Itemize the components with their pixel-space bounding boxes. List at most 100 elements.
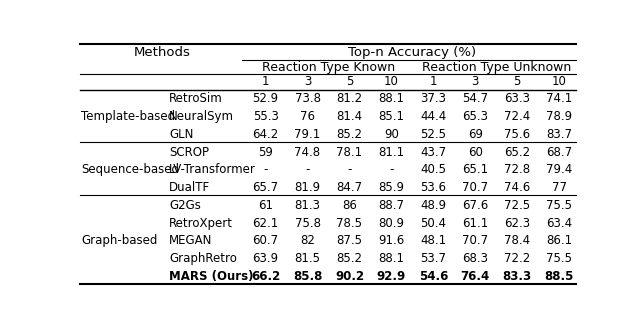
- Text: 75.5: 75.5: [546, 199, 572, 212]
- Text: 48.1: 48.1: [420, 234, 446, 247]
- Text: Top-n Accuracy (%): Top-n Accuracy (%): [348, 46, 476, 59]
- Text: 3: 3: [472, 75, 479, 88]
- Text: 85.2: 85.2: [337, 128, 362, 141]
- Text: Reaction Type Known: Reaction Type Known: [262, 61, 395, 74]
- Text: 69: 69: [468, 128, 483, 141]
- Text: 64.2: 64.2: [253, 128, 279, 141]
- Text: 72.5: 72.5: [504, 199, 530, 212]
- Text: 79.4: 79.4: [546, 163, 572, 176]
- Text: NeuralSym: NeuralSym: [169, 110, 234, 123]
- Text: 67.6: 67.6: [462, 199, 488, 212]
- Text: 81.1: 81.1: [378, 146, 404, 159]
- Text: 5: 5: [513, 75, 521, 88]
- Text: 61.1: 61.1: [462, 216, 488, 230]
- Text: 65.7: 65.7: [253, 181, 278, 194]
- Text: 79.1: 79.1: [294, 128, 321, 141]
- Text: 70.7: 70.7: [462, 234, 488, 247]
- Text: 86: 86: [342, 199, 357, 212]
- Text: 43.7: 43.7: [420, 146, 446, 159]
- Text: RetroXpert: RetroXpert: [169, 216, 234, 230]
- Text: 74.8: 74.8: [294, 146, 321, 159]
- Text: Graph-based: Graph-based: [81, 234, 157, 247]
- Text: 1: 1: [262, 75, 269, 88]
- Text: 70.7: 70.7: [462, 181, 488, 194]
- Text: 72.2: 72.2: [504, 252, 530, 265]
- Text: 72.8: 72.8: [504, 163, 530, 176]
- Text: 75.8: 75.8: [294, 216, 321, 230]
- Text: LV-Transformer: LV-Transformer: [169, 163, 256, 176]
- Text: 61: 61: [258, 199, 273, 212]
- Text: 83.7: 83.7: [546, 128, 572, 141]
- Text: 75.6: 75.6: [504, 128, 530, 141]
- Text: -: -: [305, 163, 310, 176]
- Text: 53.6: 53.6: [420, 181, 446, 194]
- Text: 62.3: 62.3: [504, 216, 530, 230]
- Text: 10: 10: [552, 75, 566, 88]
- Text: 92.9: 92.9: [377, 270, 406, 283]
- Text: 90: 90: [384, 128, 399, 141]
- Text: 65.3: 65.3: [462, 110, 488, 123]
- Text: 5: 5: [346, 75, 353, 88]
- Text: 68.7: 68.7: [546, 146, 572, 159]
- Text: 60.7: 60.7: [253, 234, 278, 247]
- Text: 81.9: 81.9: [294, 181, 321, 194]
- Text: 81.2: 81.2: [337, 92, 362, 105]
- Text: 68.3: 68.3: [462, 252, 488, 265]
- Text: 54.7: 54.7: [462, 92, 488, 105]
- Text: 88.1: 88.1: [378, 92, 404, 105]
- Text: GraphRetro: GraphRetro: [169, 252, 237, 265]
- Text: 60: 60: [468, 146, 483, 159]
- Text: 10: 10: [384, 75, 399, 88]
- Text: MEGAN: MEGAN: [169, 234, 212, 247]
- Text: 40.5: 40.5: [420, 163, 446, 176]
- Text: 1: 1: [429, 75, 437, 88]
- Text: 63.4: 63.4: [546, 216, 572, 230]
- Text: -: -: [348, 163, 351, 176]
- Text: 50.4: 50.4: [420, 216, 446, 230]
- Text: G2Gs: G2Gs: [169, 199, 201, 212]
- Text: SCROP: SCROP: [169, 146, 209, 159]
- Text: 75.5: 75.5: [546, 252, 572, 265]
- Text: 53.7: 53.7: [420, 252, 446, 265]
- Text: 52.9: 52.9: [253, 92, 278, 105]
- Text: 81.4: 81.4: [337, 110, 362, 123]
- Text: 78.9: 78.9: [546, 110, 572, 123]
- Text: 78.5: 78.5: [337, 216, 362, 230]
- Text: Methods: Methods: [133, 46, 190, 59]
- Text: 85.8: 85.8: [293, 270, 322, 283]
- Text: 80.9: 80.9: [378, 216, 404, 230]
- Text: 52.5: 52.5: [420, 128, 446, 141]
- Text: 65.1: 65.1: [462, 163, 488, 176]
- Text: 72.4: 72.4: [504, 110, 530, 123]
- Text: 37.3: 37.3: [420, 92, 446, 105]
- Text: 87.5: 87.5: [337, 234, 362, 247]
- Text: 88.7: 88.7: [378, 199, 404, 212]
- Text: 74.1: 74.1: [546, 92, 572, 105]
- Text: RetroSim: RetroSim: [169, 92, 223, 105]
- Text: 74.6: 74.6: [504, 181, 530, 194]
- Text: 81.5: 81.5: [294, 252, 321, 265]
- Text: 62.1: 62.1: [253, 216, 279, 230]
- Text: 85.9: 85.9: [378, 181, 404, 194]
- Text: 76: 76: [300, 110, 315, 123]
- Text: 86.1: 86.1: [546, 234, 572, 247]
- Text: -: -: [264, 163, 268, 176]
- Text: 3: 3: [304, 75, 311, 88]
- Text: 77: 77: [552, 181, 566, 194]
- Text: 81.3: 81.3: [294, 199, 321, 212]
- Text: 63.9: 63.9: [253, 252, 278, 265]
- Text: Sequence-based: Sequence-based: [81, 163, 179, 176]
- Text: 76.4: 76.4: [461, 270, 490, 283]
- Text: 88.1: 88.1: [378, 252, 404, 265]
- Text: 48.9: 48.9: [420, 199, 446, 212]
- Text: MARS (Ours): MARS (Ours): [169, 270, 254, 283]
- Text: DualTF: DualTF: [169, 181, 211, 194]
- Text: GLN: GLN: [169, 128, 194, 141]
- Text: 63.3: 63.3: [504, 92, 530, 105]
- Text: 78.4: 78.4: [504, 234, 530, 247]
- Text: 85.1: 85.1: [378, 110, 404, 123]
- Text: 88.5: 88.5: [545, 270, 573, 283]
- Text: 84.7: 84.7: [337, 181, 362, 194]
- Text: 65.2: 65.2: [504, 146, 530, 159]
- Text: 78.1: 78.1: [337, 146, 362, 159]
